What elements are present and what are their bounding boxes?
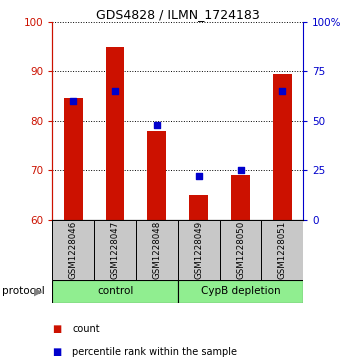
Text: ■: ■ xyxy=(52,347,62,357)
Text: percentile rank within the sample: percentile rank within the sample xyxy=(72,347,237,357)
Text: ▶: ▶ xyxy=(34,286,42,297)
Bar xyxy=(106,46,125,220)
Point xyxy=(238,167,243,173)
Point xyxy=(196,173,201,179)
Text: GSM1228048: GSM1228048 xyxy=(152,220,161,279)
Bar xyxy=(261,220,303,280)
Bar xyxy=(136,220,178,280)
Text: GSM1228047: GSM1228047 xyxy=(110,220,119,279)
Text: GSM1228051: GSM1228051 xyxy=(278,220,287,279)
Point xyxy=(112,88,118,94)
Bar xyxy=(178,220,219,280)
Point xyxy=(279,88,285,94)
Text: control: control xyxy=(97,286,133,296)
Bar xyxy=(94,220,136,280)
Bar xyxy=(189,195,208,220)
Bar xyxy=(52,220,94,280)
Text: GSM1228049: GSM1228049 xyxy=(194,220,203,279)
Bar xyxy=(219,220,261,280)
Text: GSM1228050: GSM1228050 xyxy=(236,220,245,279)
Text: CypB depletion: CypB depletion xyxy=(201,286,280,296)
Bar xyxy=(273,74,292,220)
Point xyxy=(154,122,160,127)
Text: count: count xyxy=(72,323,100,334)
Bar xyxy=(231,175,250,220)
Text: ■: ■ xyxy=(52,323,62,334)
Text: protocol: protocol xyxy=(2,286,44,297)
Point xyxy=(70,98,76,104)
Bar xyxy=(148,131,166,220)
Text: GSM1228046: GSM1228046 xyxy=(69,220,78,279)
Title: GDS4828 / ILMN_1724183: GDS4828 / ILMN_1724183 xyxy=(96,8,260,21)
Bar xyxy=(64,98,83,220)
Bar xyxy=(178,280,303,303)
Bar xyxy=(52,280,178,303)
